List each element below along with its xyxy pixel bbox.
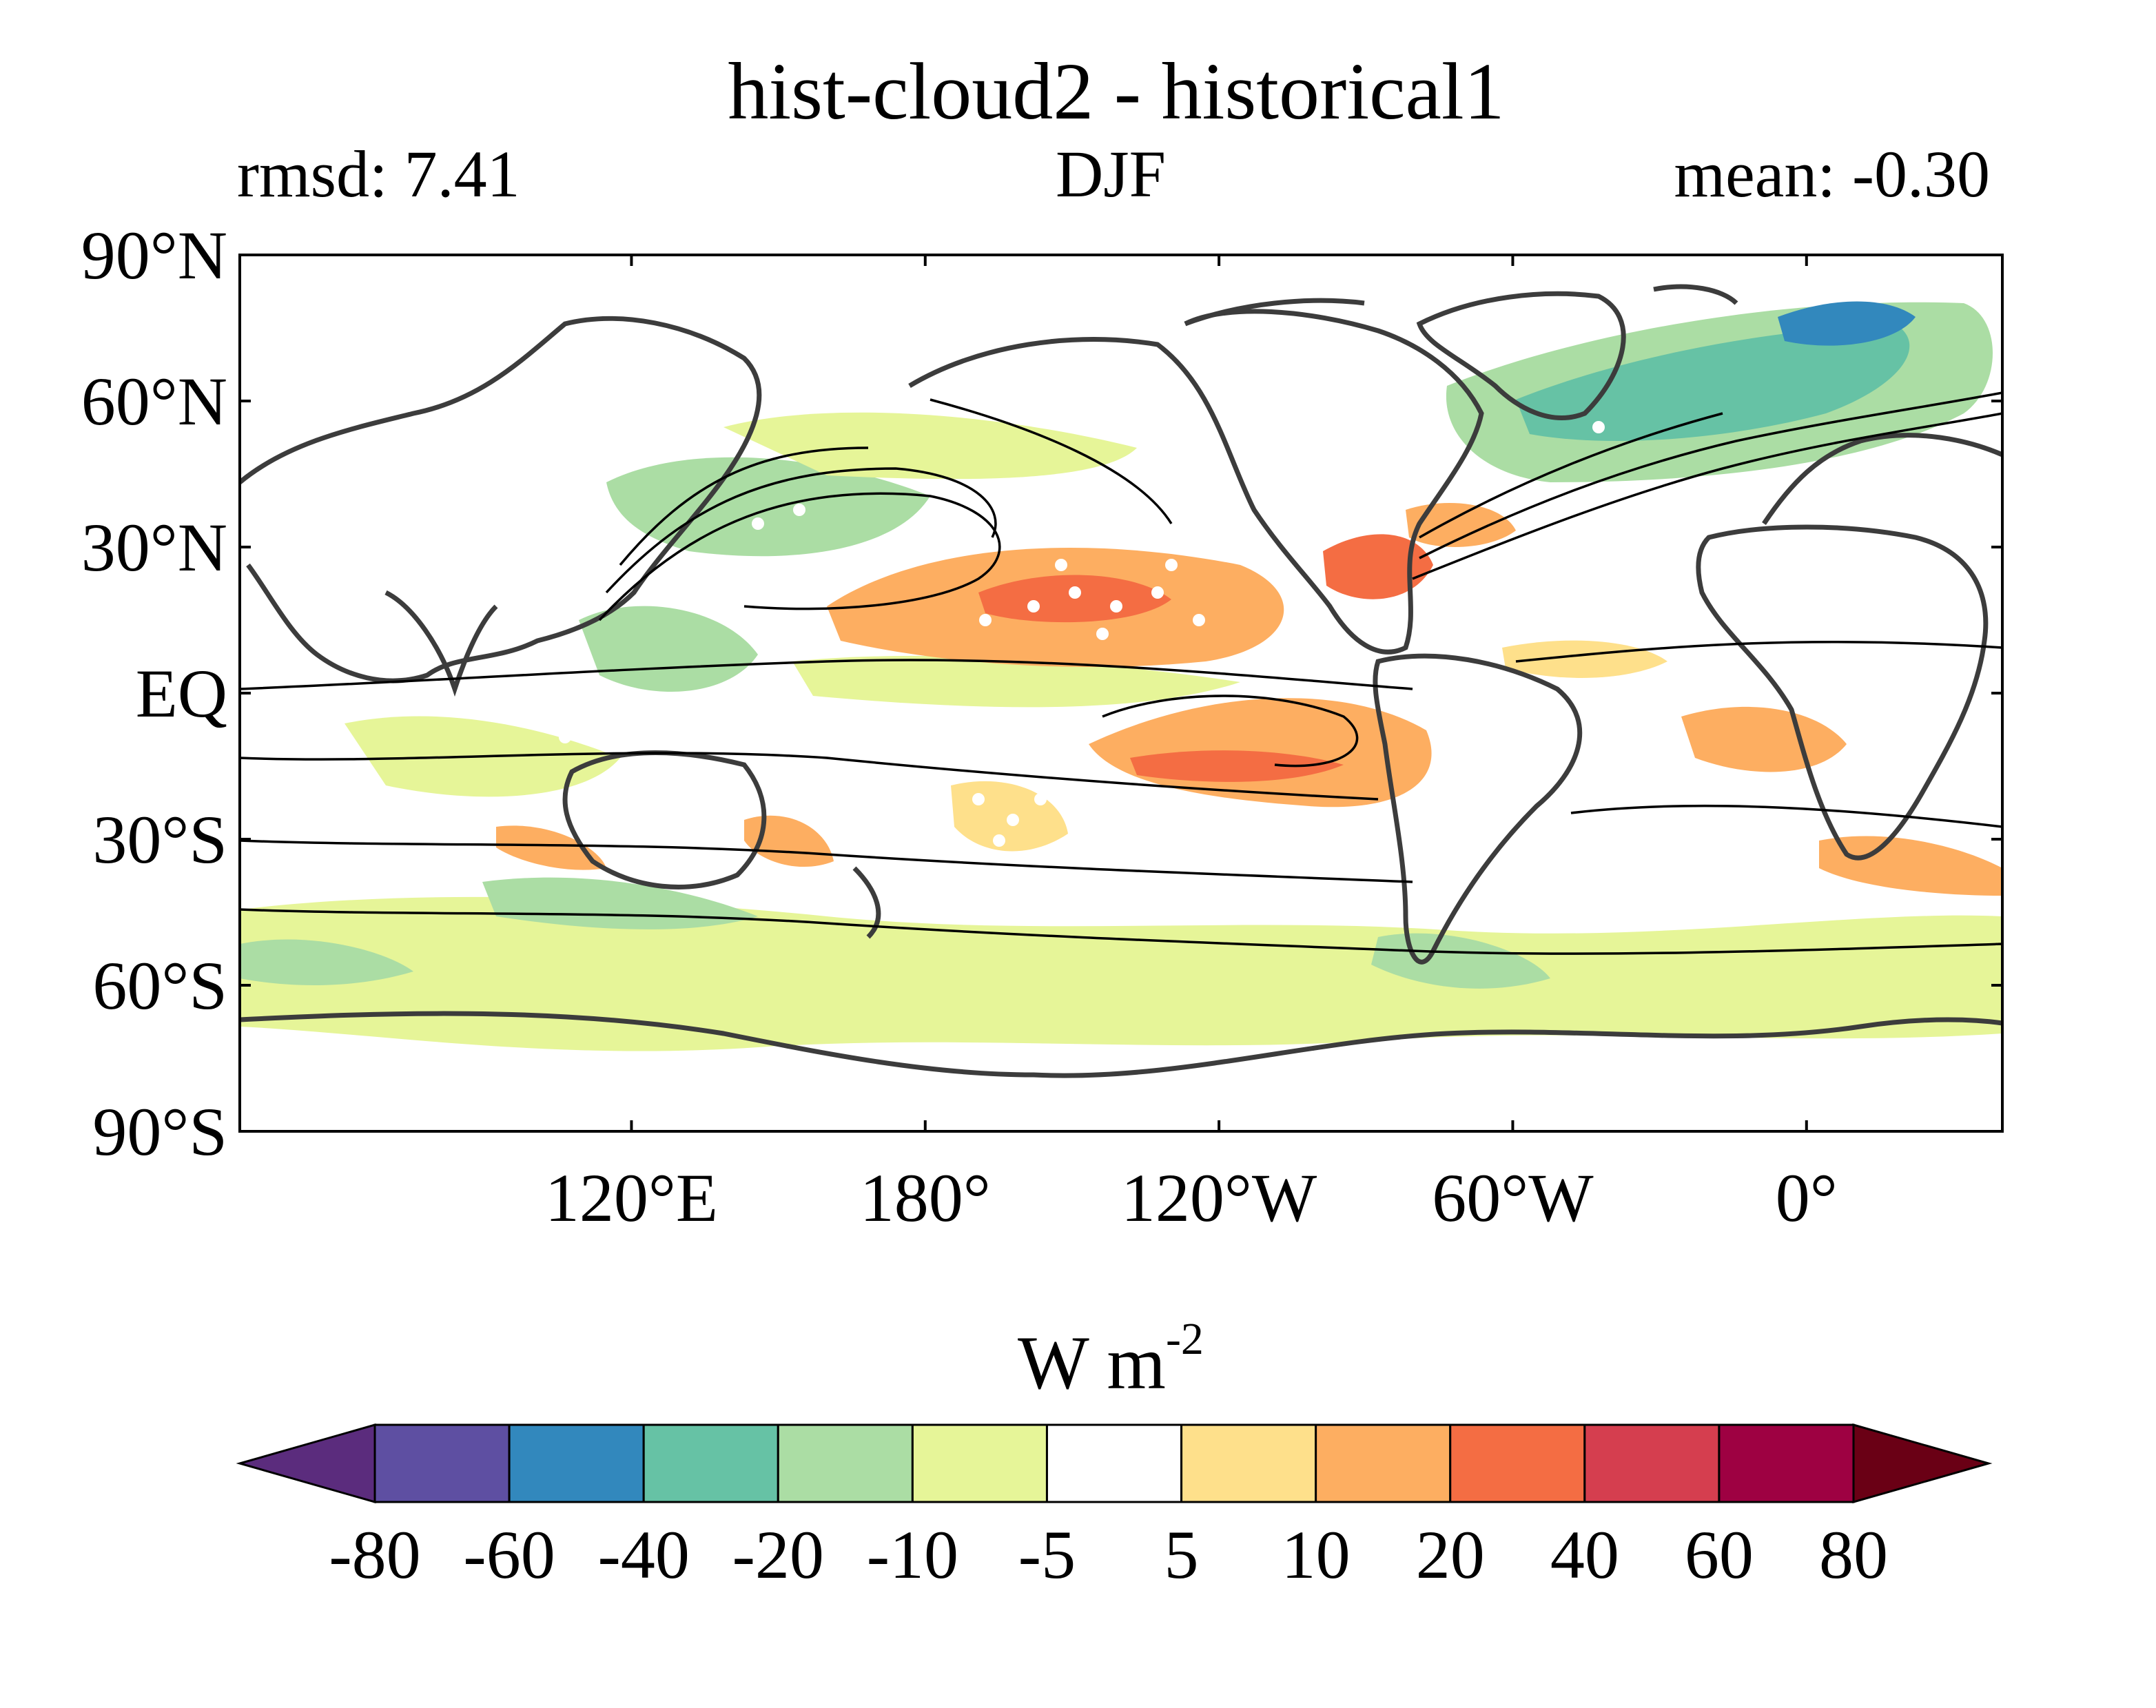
lat-tick-label: 90°S — [92, 1093, 227, 1170]
north-pacific-green — [723, 412, 1137, 480]
lon-tick-label: 120°E — [545, 1160, 718, 1236]
colorbar-box — [1180, 1423, 1317, 1503]
colorbar-box — [1449, 1423, 1586, 1503]
lat-tick-label: 60°S — [92, 947, 227, 1024]
climatology-contours — [240, 391, 2002, 955]
south-america-coast — [1373, 653, 1583, 965]
australia-sw-orange — [496, 825, 606, 870]
colorbar-box — [1718, 1423, 1855, 1503]
kuroshio-green — [606, 457, 930, 557]
colorbar-level-label: -40 — [598, 1516, 690, 1593]
colorbar-level-label: -20 — [732, 1516, 824, 1593]
colorbar-level-label: 40 — [1550, 1516, 1619, 1593]
colorbar-extend-high — [1852, 1423, 1993, 1503]
colorbar-level-label: 10 — [1282, 1516, 1351, 1593]
latitude-axis: 90°N 60°N 30°N EQ 30°S 60°S 90°S — [81, 217, 2002, 1170]
lat-tick-label: 60°N — [81, 363, 227, 440]
colorbar-extend-low — [236, 1423, 376, 1503]
rmsd-label: rmsd: 7.41 — [237, 137, 520, 211]
colorbar-box — [1583, 1423, 1721, 1503]
colorbar-box — [642, 1423, 779, 1503]
colorbar-box — [911, 1423, 1048, 1503]
colorbar-boxes — [236, 1423, 1993, 1503]
eq-pacific-green — [792, 655, 1240, 708]
season-label: DJF — [1056, 137, 1166, 211]
stippling — [517, 421, 1605, 847]
lon-tick-label: 120°W — [1121, 1160, 1317, 1236]
colorbar-box — [1315, 1423, 1452, 1503]
north-atlantic-teal — [1516, 324, 1910, 441]
lon-tick-label: 180° — [860, 1160, 991, 1236]
gulf-stream-red — [1323, 534, 1433, 599]
colorbar-level-label: -80 — [329, 1516, 420, 1593]
greenland-sea-blue — [1778, 301, 1916, 346]
map-title: hist-cloud2 - historical1 — [728, 46, 1504, 136]
colorbar-level-label: -60 — [463, 1516, 555, 1593]
mean-label: mean: -0.30 — [1674, 137, 1990, 211]
colorbar-box — [1045, 1423, 1183, 1503]
antarctica-coast — [240, 1011, 2002, 1078]
gulf-stream-orange — [1406, 503, 1516, 547]
india-coast — [384, 590, 498, 697]
colorbar-box — [777, 1423, 914, 1503]
lon-tick-label: 60°W — [1432, 1160, 1594, 1236]
southern-ocean-green-3 — [240, 939, 413, 985]
eurasia-coast — [240, 316, 762, 683]
colorbar-labels: -80 -60 -40 -20 -10 -5 5 10 20 40 60 80 — [329, 1516, 1888, 1593]
new-zealand-coast — [852, 866, 881, 939]
colorbar-level-label: -10 — [867, 1516, 958, 1593]
north-america-coast — [908, 309, 1484, 655]
europe-coast — [1762, 433, 2002, 525]
southern-ocean-band — [240, 896, 2002, 1051]
colorbar: W m-2 -80 -60 -40 -20 -10 -5 5 10 20 40 60 80 — [236, 1314, 1993, 1593]
coastlines — [240, 284, 2002, 1078]
colorbar-level-label: 20 — [1416, 1516, 1485, 1593]
lon-tick-label: 0° — [1776, 1160, 1838, 1236]
colorbar-level-label: -5 — [1018, 1516, 1076, 1593]
southern-ocean-green-2 — [1371, 933, 1550, 989]
longitude-axis: 120°E 180° 120°W 60°W 0° — [545, 255, 1838, 1236]
greenland-coast — [1416, 291, 1626, 420]
africa-coast — [1696, 524, 1989, 861]
colorbar-level-label: 5 — [1164, 1516, 1199, 1593]
colorbar-box — [508, 1423, 645, 1503]
colorbar-unit-exponent: -2 — [1166, 1314, 1204, 1364]
colorbar-level-label: 60 — [1685, 1516, 1754, 1593]
colorbar-unit: W m-2 — [1018, 1314, 1204, 1405]
lat-tick-label: EQ — [136, 655, 227, 732]
colorbar-box — [373, 1423, 511, 1503]
arctic-islands — [1184, 284, 1738, 327]
lat-tick-label: 90°N — [81, 217, 227, 294]
lat-tick-label: 30°S — [92, 801, 227, 878]
agulhas-orange — [1819, 836, 2002, 896]
se-pacific-red — [1130, 750, 1344, 782]
lat-tick-label: 30°N — [81, 509, 227, 586]
colorbar-level-label: 80 — [1819, 1516, 1888, 1593]
shaded-anomalies — [240, 301, 2002, 1051]
